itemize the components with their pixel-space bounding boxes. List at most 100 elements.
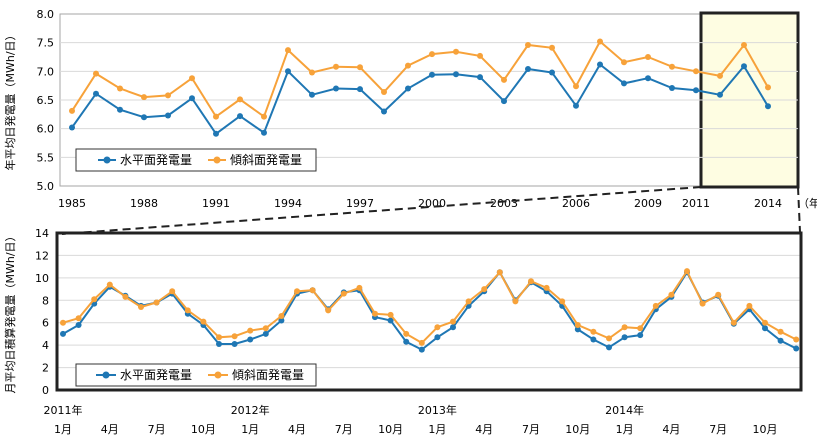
monthly-point-tilted (387, 311, 394, 318)
monthly-point-horizontal (621, 334, 628, 341)
monthly-x-year-tick: 2013年 (418, 403, 457, 417)
annual-point-horizontal (693, 87, 699, 94)
annual-x-tick: 2006 (562, 197, 590, 210)
annual-point-horizontal (141, 114, 147, 121)
annual-point-horizontal (573, 102, 579, 109)
monthly-point-horizontal (434, 334, 441, 341)
monthly-legend-label-horizontal: 水平面発電量 (120, 368, 192, 382)
monthly-legend-box (75, 363, 317, 387)
annual-point-horizontal (453, 71, 459, 78)
zoom-connector-right (797, 186, 801, 233)
annual-point-horizontal (501, 98, 507, 105)
annual-y-tick: 6.5 (37, 94, 55, 107)
monthly-y-axis-label: 月平均日積算発電量（MWh/日） (3, 230, 17, 393)
monthly-point-tilted (699, 300, 706, 307)
annual-legend-marker-horizontal (103, 156, 111, 164)
annual-point-tilted (213, 113, 219, 120)
annual-point-horizontal (357, 86, 363, 93)
monthly-point-tilted (543, 284, 550, 291)
zoom-connector-left (61, 186, 702, 235)
monthly-x-month-tick: 1月 (428, 423, 446, 436)
monthly-y-tick: 10 (35, 272, 49, 285)
annual-point-horizontal (117, 106, 123, 113)
annual-y-axis-label: 年平均日発電量（MWh/日） (3, 29, 17, 170)
annual-x-unit-label: （年） (798, 196, 817, 210)
monthly-point-horizontal (418, 346, 425, 353)
annual-point-tilted (357, 64, 363, 71)
monthly-point-horizontal (278, 317, 285, 324)
monthly-point-tilted (434, 324, 441, 331)
monthly-point-tilted (418, 339, 425, 346)
monthly-x-month-tick: 4月 (475, 423, 493, 436)
monthly-point-tilted (278, 313, 285, 319)
annual-point-horizontal (477, 74, 483, 81)
monthly-y-tick: 6 (42, 317, 49, 330)
annual-point-tilted (237, 96, 243, 103)
monthly-point-tilted (777, 328, 784, 335)
monthly-point-tilted (169, 288, 176, 295)
annual-legend-label-tilted: 傾斜面発電量 (230, 153, 302, 167)
annual-point-horizontal (333, 85, 339, 92)
annual-point-tilted (693, 68, 699, 75)
annual-point-tilted (573, 83, 579, 90)
annual-point-tilted (405, 62, 411, 69)
monthly-x-month-tick: 1月 (616, 423, 634, 436)
monthly-point-tilted (590, 328, 597, 335)
annual-point-horizontal (261, 129, 267, 136)
annual-x-tick: 2014 (754, 197, 782, 210)
monthly-point-tilted (528, 278, 534, 285)
monthly-point-horizontal (247, 336, 254, 343)
annual-point-tilted (765, 84, 771, 91)
annual-point-tilted (93, 70, 99, 77)
monthly-x-month-tick: 7月 (335, 423, 353, 436)
annual-x-tick: 1991 (202, 197, 230, 210)
monthly-point-tilted (450, 318, 456, 325)
monthly-y-tick: 14 (35, 227, 49, 240)
monthly-point-tilted (496, 269, 503, 276)
monthly-x-year-tick: 2011年 (44, 403, 83, 417)
monthly-point-tilted (715, 291, 722, 298)
monthly-x-month-tick: 4月 (288, 423, 306, 436)
monthly-point-tilted (356, 284, 363, 291)
monthly-point-horizontal (387, 317, 394, 324)
annual-x-tick: 1994 (274, 197, 302, 210)
annual-point-horizontal (405, 85, 411, 92)
annual-x-tick: 2003 (490, 197, 518, 210)
monthly-point-horizontal (450, 324, 456, 331)
monthly-series (60, 268, 800, 353)
annual-point-tilted (597, 38, 603, 45)
monthly-point-horizontal (762, 325, 768, 332)
monthly-legend-marker-tilted (214, 371, 222, 379)
annual-x-tick: 2011 (682, 197, 710, 210)
annual-point-horizontal (429, 71, 435, 78)
annual-line-tilted (71, 39, 769, 119)
annual-y-tick: 5.5 (37, 151, 55, 164)
annual-point-tilted (477, 52, 483, 59)
monthly-point-tilted (606, 335, 612, 342)
annual-line-horizontal (71, 63, 769, 136)
monthly-point-tilted (668, 291, 675, 298)
monthly-point-horizontal (60, 330, 66, 337)
monthly-x-year-tick: 2014年 (605, 403, 644, 417)
annual-y-tick: 5.0 (37, 180, 55, 193)
monthly-y-tick: 0 (42, 384, 49, 397)
annual-point-horizontal (69, 124, 75, 131)
annual-point-horizontal (621, 80, 627, 87)
annual-point-tilted (549, 44, 555, 51)
annual-point-tilted (261, 113, 267, 120)
annual-point-horizontal (525, 66, 531, 72)
monthly-y-gridlines (57, 254, 801, 369)
monthly-legend: 水平面発電量 傾斜面発電量 (75, 363, 317, 387)
annual-point-tilted (117, 85, 123, 92)
annual-point-horizontal (645, 75, 651, 82)
monthly-point-horizontal (574, 326, 581, 333)
monthly-point-horizontal (793, 345, 800, 352)
annual-point-horizontal (213, 130, 219, 137)
monthly-y-tick: 2 (42, 362, 49, 375)
monthly-point-tilted (75, 315, 82, 322)
annual-point-horizontal (669, 85, 675, 91)
monthly-point-horizontal (403, 338, 410, 345)
annual-y-tick: 8.0 (37, 8, 55, 21)
monthly-point-horizontal (590, 336, 597, 343)
